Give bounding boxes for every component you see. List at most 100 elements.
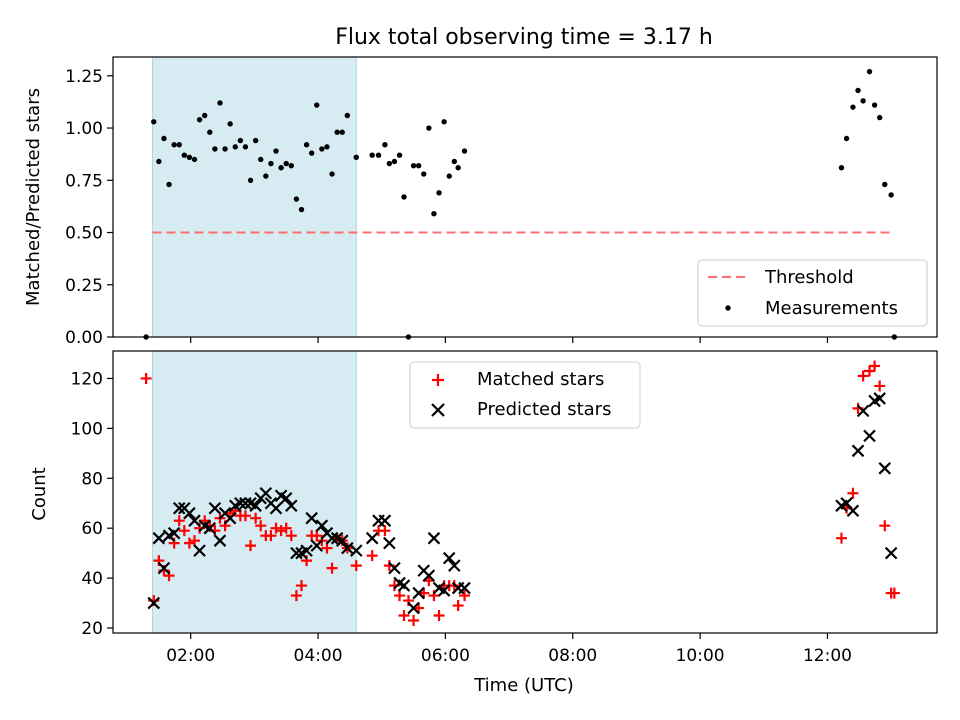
- measurement-point: [436, 190, 442, 196]
- predicted-star-point: [378, 514, 392, 527]
- predicted-star-point: [365, 531, 379, 545]
- top-legend: Threshold Measurements: [697, 259, 928, 327]
- predicted-star-point: [325, 531, 339, 545]
- predicted-star-point: [193, 544, 206, 557]
- predicted-star-point: [213, 534, 227, 547]
- predicted-star-point: [300, 544, 313, 557]
- x-tick-label: 08:00: [548, 646, 597, 666]
- measurement-point: [344, 112, 351, 119]
- matched-star-point: [350, 560, 362, 572]
- measurement-point: [303, 142, 310, 148]
- legend-measurements-label: Measurements: [765, 298, 898, 319]
- matched-star-point: [394, 590, 406, 602]
- predicted-star-point: [147, 596, 161, 610]
- bottom-legend: Matched stars Predicted stars: [409, 361, 641, 429]
- predicted-star-point: [172, 501, 186, 515]
- measurement-point: [334, 129, 340, 135]
- measurement-point: [431, 211, 437, 217]
- measurement-point: [171, 142, 177, 148]
- predicted-star-point: [349, 544, 363, 557]
- top-y-axis: 0.00 0.25 0.50 0.75 1.00 1.25: [65, 67, 113, 348]
- matched-star-point: [366, 550, 378, 562]
- predicted-star-point: [856, 404, 870, 418]
- bottom-y-axis: 20 40 60 80 100 120: [71, 369, 113, 639]
- measurement-point: [247, 177, 254, 183]
- predicted-star-point: [310, 539, 324, 552]
- measurement-point: [391, 158, 398, 165]
- predicted-star-point: [157, 561, 171, 575]
- y-tick-label: 100: [71, 419, 103, 439]
- predicted-star-point: [383, 536, 396, 550]
- measurement-point: [396, 152, 403, 158]
- predicted-star-point: [851, 444, 865, 458]
- measurement-point: [283, 160, 289, 167]
- matched-star-point: [459, 590, 471, 602]
- y-tick-label: 40: [81, 569, 103, 589]
- measurement-point: [268, 160, 274, 167]
- y-tick-label: 60: [81, 519, 103, 539]
- predicted-star-point: [223, 511, 237, 525]
- measurement-point: [258, 156, 264, 163]
- measurement-point: [186, 154, 193, 160]
- measurement-point: [855, 87, 861, 94]
- top-plot-frame: [112, 56, 938, 338]
- predicted-star-point: [239, 496, 252, 510]
- predicted-star-point: [285, 499, 298, 513]
- predicted-star-point: [863, 429, 876, 443]
- measurement-point: [252, 137, 259, 144]
- measurement-point: [339, 129, 345, 135]
- matched-star-point: [379, 525, 391, 537]
- predicted-star-point: [341, 541, 354, 555]
- predicted-star-point: [458, 581, 471, 595]
- measurement-point: [166, 181, 172, 188]
- matched-star-point: [452, 600, 464, 612]
- top-shaded-span: [152, 56, 357, 338]
- measurement-point: [375, 152, 382, 158]
- measurement-point: [156, 158, 162, 165]
- measurement-point: [455, 165, 461, 171]
- predicted-star-point: [878, 462, 892, 475]
- predicted-star-point: [203, 521, 217, 535]
- y-tick-label: 1.25: [65, 67, 103, 87]
- y-tick-label: 1.00: [65, 119, 103, 139]
- measurement-point: [288, 162, 294, 169]
- measurement-point: [451, 158, 458, 165]
- measurement-point: [319, 146, 325, 152]
- predicted-star-point: [442, 551, 456, 565]
- measurement-point: [308, 150, 315, 156]
- measurement-point: [298, 206, 305, 213]
- measurement-point: [278, 165, 284, 171]
- predicted-star-point: [335, 534, 349, 547]
- predicted-star-point: [412, 586, 425, 600]
- matched-star-point: [888, 587, 900, 599]
- predicted-star-point: [167, 526, 181, 540]
- bottom-y-label: Count: [29, 467, 50, 520]
- measurements-series: [143, 68, 898, 340]
- measurement-point: [273, 148, 279, 154]
- predicted-stars-series: [147, 392, 898, 615]
- matched-star-point: [290, 590, 302, 602]
- matched-star-point: [245, 540, 257, 552]
- matched-star-point: [285, 530, 297, 542]
- measurement-point: [191, 156, 198, 163]
- predicted-star-point: [397, 579, 411, 592]
- legend-predicted-swatch: [431, 403, 445, 417]
- measurement-point: [263, 173, 269, 179]
- measurement-point: [176, 142, 182, 148]
- measurement-point: [161, 135, 167, 142]
- matched-star-point: [311, 530, 323, 542]
- predicted-star-point: [315, 519, 329, 532]
- measurement-point: [293, 196, 300, 202]
- predicted-star-point: [152, 531, 166, 545]
- measurement-point: [222, 146, 228, 152]
- measurement-point: [888, 192, 894, 198]
- top-legend-box: [697, 259, 928, 327]
- matched-star-point: [270, 522, 282, 534]
- measurement-point: [461, 148, 468, 154]
- measurement-point: [212, 146, 218, 152]
- predicted-star-point: [208, 501, 222, 515]
- measurement-point: [207, 129, 213, 135]
- measurement-point: [196, 116, 203, 123]
- predicted-star-point: [388, 561, 401, 575]
- matched-star-point: [864, 365, 876, 377]
